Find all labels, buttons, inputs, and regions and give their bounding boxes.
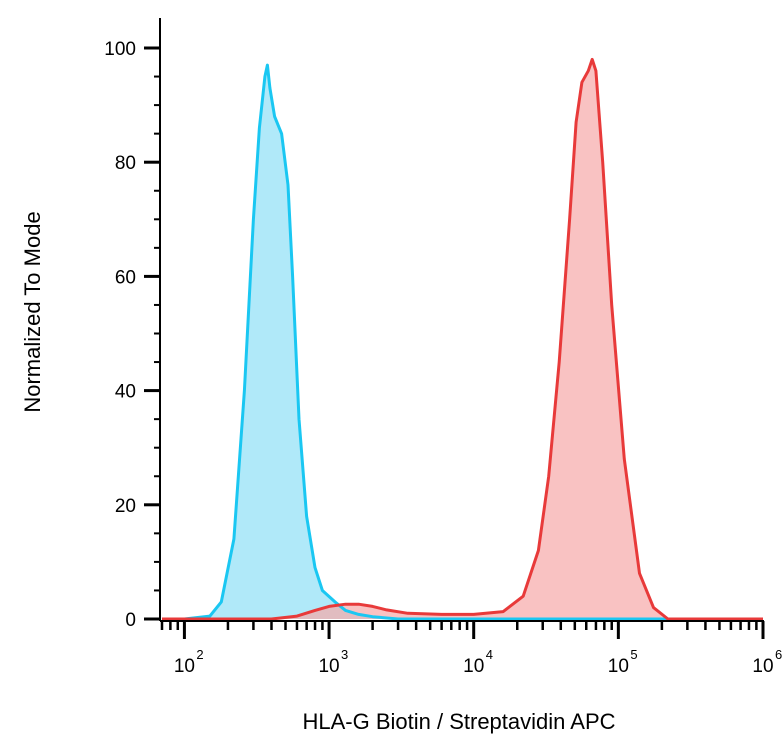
x-tick-exponent: 5 — [630, 647, 637, 662]
y-tick-label: 80 — [115, 153, 136, 174]
histogram-fill-1 — [162, 65, 763, 620]
axes — [144, 18, 765, 639]
histogram-line-1 — [162, 63, 763, 621]
y-axis-title: Normalized To Mode — [20, 211, 45, 412]
x-tick-exponent: 2 — [196, 647, 203, 662]
x-axis-title: HLA-G Biotin / Streptavidin APC — [302, 709, 615, 734]
x-tick-label: 10 — [608, 656, 629, 677]
histogram-line-2 — [162, 57, 763, 621]
x-tick-label: 10 — [752, 656, 773, 677]
y-tick-label: 0 — [125, 610, 136, 631]
y-tick-label: 60 — [115, 267, 136, 288]
x-tick-exponent: 6 — [775, 647, 782, 662]
histogram-fill-2 — [162, 59, 763, 619]
histogram-fills — [162, 59, 763, 620]
y-tick-label: 20 — [115, 496, 136, 517]
x-tick-label: 10 — [174, 656, 195, 677]
x-tick-exponent: 3 — [341, 647, 348, 662]
x-tick-label: 10 — [318, 656, 339, 677]
y-tick-label: 40 — [115, 382, 136, 403]
y-tick-label: 100 — [104, 39, 136, 60]
histogram-lines — [162, 57, 763, 621]
x-tick-label: 10 — [463, 656, 484, 677]
x-tick-exponent: 4 — [486, 647, 493, 662]
